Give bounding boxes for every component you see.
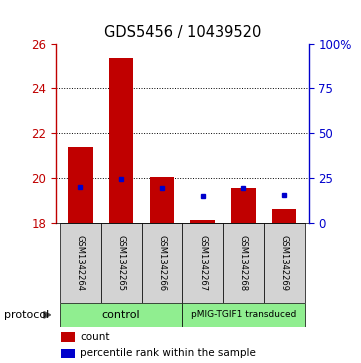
Bar — [182, 223, 223, 303]
Bar — [264, 223, 305, 303]
Bar — [142, 223, 182, 303]
Bar — [60, 303, 182, 327]
Text: GSM1342266: GSM1342266 — [157, 235, 166, 291]
Text: count: count — [80, 332, 109, 342]
Text: GSM1342264: GSM1342264 — [76, 235, 85, 291]
Bar — [231, 188, 256, 223]
Bar — [60, 223, 101, 303]
Bar — [61, 333, 75, 342]
Bar — [223, 223, 264, 303]
Text: percentile rank within the sample: percentile rank within the sample — [80, 348, 256, 358]
Bar — [109, 58, 134, 223]
Text: GSM1342267: GSM1342267 — [198, 235, 207, 291]
Text: protocol: protocol — [4, 310, 49, 320]
Bar — [272, 209, 296, 223]
Text: pMIG-TGIF1 transduced: pMIG-TGIF1 transduced — [191, 310, 296, 319]
Bar — [68, 147, 93, 223]
Text: GSM1342269: GSM1342269 — [280, 235, 289, 291]
Text: GSM1342268: GSM1342268 — [239, 235, 248, 291]
Bar — [61, 349, 75, 358]
Text: GSM1342265: GSM1342265 — [117, 235, 126, 291]
Bar — [191, 220, 215, 223]
Text: control: control — [102, 310, 140, 320]
Bar — [101, 223, 142, 303]
Bar — [182, 303, 305, 327]
Bar — [150, 177, 174, 223]
Title: GDS5456 / 10439520: GDS5456 / 10439520 — [104, 25, 261, 40]
